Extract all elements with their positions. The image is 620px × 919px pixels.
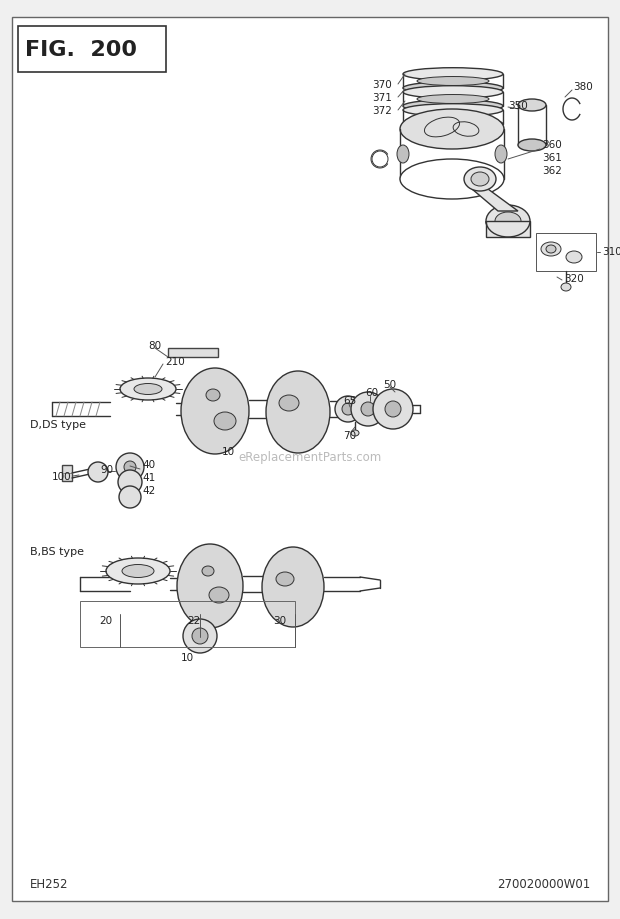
Text: 361: 361 bbox=[542, 153, 562, 163]
Ellipse shape bbox=[124, 461, 136, 473]
Ellipse shape bbox=[118, 471, 142, 494]
Text: 65: 65 bbox=[343, 395, 356, 405]
Text: 320: 320 bbox=[564, 274, 584, 284]
Text: EH252: EH252 bbox=[30, 878, 68, 891]
Ellipse shape bbox=[335, 397, 361, 423]
Ellipse shape bbox=[518, 100, 546, 112]
Ellipse shape bbox=[561, 284, 571, 291]
Ellipse shape bbox=[262, 548, 324, 628]
Ellipse shape bbox=[373, 390, 413, 429]
Text: 210: 210 bbox=[165, 357, 185, 367]
Text: 372: 372 bbox=[372, 106, 392, 116]
Text: 310: 310 bbox=[602, 246, 620, 256]
Text: 100: 100 bbox=[52, 471, 72, 482]
Ellipse shape bbox=[417, 77, 489, 86]
Bar bbox=[536, 233, 596, 272]
Ellipse shape bbox=[122, 565, 154, 578]
Bar bbox=[80, 601, 295, 647]
Ellipse shape bbox=[88, 462, 108, 482]
Ellipse shape bbox=[400, 160, 504, 199]
Text: 70: 70 bbox=[343, 430, 356, 440]
Text: 42: 42 bbox=[142, 485, 155, 495]
Ellipse shape bbox=[342, 403, 354, 415]
Ellipse shape bbox=[266, 371, 330, 453]
Ellipse shape bbox=[546, 245, 556, 254]
Ellipse shape bbox=[403, 119, 503, 131]
Ellipse shape bbox=[403, 100, 503, 113]
Polygon shape bbox=[486, 221, 530, 238]
Text: 362: 362 bbox=[542, 165, 562, 176]
Text: 90: 90 bbox=[100, 464, 113, 474]
Ellipse shape bbox=[183, 619, 217, 653]
Ellipse shape bbox=[181, 369, 249, 455]
Ellipse shape bbox=[495, 213, 521, 231]
Ellipse shape bbox=[177, 544, 243, 629]
Text: 50: 50 bbox=[383, 380, 396, 390]
Text: 350: 350 bbox=[508, 101, 528, 111]
Text: 20: 20 bbox=[99, 616, 113, 625]
Text: D,DS type: D,DS type bbox=[30, 420, 86, 429]
Text: FIG.  200: FIG. 200 bbox=[25, 40, 137, 60]
Ellipse shape bbox=[120, 379, 176, 401]
Text: 80: 80 bbox=[148, 341, 161, 351]
Ellipse shape bbox=[541, 243, 561, 256]
Ellipse shape bbox=[397, 146, 409, 164]
Ellipse shape bbox=[279, 395, 299, 412]
Ellipse shape bbox=[566, 252, 582, 264]
Text: 22: 22 bbox=[187, 616, 201, 625]
Ellipse shape bbox=[276, 573, 294, 586]
Text: 270020000W01: 270020000W01 bbox=[497, 878, 590, 891]
Ellipse shape bbox=[116, 453, 144, 482]
Ellipse shape bbox=[403, 86, 503, 99]
Text: 371: 371 bbox=[372, 93, 392, 103]
Ellipse shape bbox=[417, 96, 489, 105]
Polygon shape bbox=[472, 190, 518, 211]
Ellipse shape bbox=[106, 559, 170, 584]
Ellipse shape bbox=[119, 486, 141, 508]
Bar bbox=[18, 27, 166, 73]
Text: 60: 60 bbox=[365, 388, 378, 398]
Bar bbox=[168, 348, 218, 357]
Ellipse shape bbox=[351, 392, 385, 426]
Ellipse shape bbox=[361, 403, 375, 416]
Ellipse shape bbox=[202, 566, 214, 576]
Text: 40: 40 bbox=[142, 460, 155, 470]
Ellipse shape bbox=[464, 168, 496, 192]
Ellipse shape bbox=[385, 402, 401, 417]
Ellipse shape bbox=[192, 629, 208, 644]
Ellipse shape bbox=[417, 113, 489, 122]
Text: 41: 41 bbox=[142, 472, 155, 482]
Ellipse shape bbox=[403, 69, 503, 81]
Ellipse shape bbox=[403, 83, 503, 96]
Ellipse shape bbox=[351, 430, 359, 437]
Text: eReplacementParts.com: eReplacementParts.com bbox=[238, 451, 382, 464]
Bar bbox=[62, 466, 72, 482]
Text: 10: 10 bbox=[180, 652, 193, 663]
Ellipse shape bbox=[206, 390, 220, 402]
Text: 370: 370 bbox=[372, 80, 392, 90]
Ellipse shape bbox=[400, 110, 504, 150]
Ellipse shape bbox=[486, 206, 530, 238]
Text: 360: 360 bbox=[542, 140, 562, 150]
Ellipse shape bbox=[214, 413, 236, 430]
Ellipse shape bbox=[134, 384, 162, 395]
Text: B,BS type: B,BS type bbox=[30, 547, 84, 556]
Text: 380: 380 bbox=[573, 82, 593, 92]
Ellipse shape bbox=[518, 140, 546, 152]
Ellipse shape bbox=[403, 105, 503, 117]
Text: 30: 30 bbox=[273, 616, 286, 625]
Ellipse shape bbox=[209, 587, 229, 604]
Ellipse shape bbox=[495, 146, 507, 164]
Text: 10: 10 bbox=[221, 447, 234, 457]
Ellipse shape bbox=[471, 173, 489, 187]
